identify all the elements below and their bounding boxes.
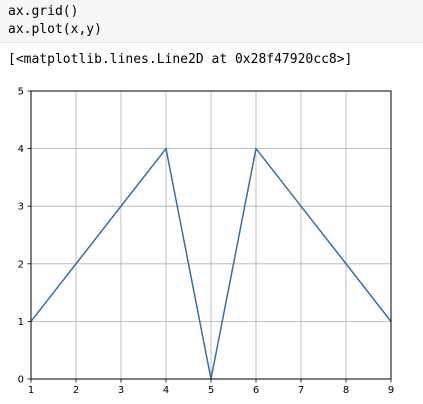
- code-line-grid: ax.grid(): [8, 4, 79, 19]
- y-tick-label: 0: [18, 375, 24, 386]
- x-tick-label: 7: [298, 385, 304, 396]
- x-tick-label: 1: [28, 385, 34, 396]
- x-tick-label: 9: [388, 385, 394, 396]
- code-cell[interactable]: ax.grid() ax.plot(x,y): [0, 0, 423, 43]
- y-tick-label: 2: [18, 259, 24, 270]
- x-tick-label: 6: [253, 385, 259, 396]
- grid-lines: [30, 90, 392, 380]
- x-tick-label: 5: [208, 385, 214, 396]
- x-tick-label: 4: [163, 385, 169, 396]
- y-tick-label: 4: [18, 144, 24, 155]
- x-tick-label: 3: [118, 385, 124, 396]
- y-tick-label: 1: [18, 317, 24, 328]
- y-tick-label: 5: [18, 87, 24, 98]
- code-line-plot: ax.plot(x,y): [8, 22, 102, 37]
- x-tick-label: 2: [73, 385, 79, 396]
- cell-output-text: [<matplotlib.lines.Line2D at 0x28f47920c…: [8, 52, 353, 67]
- y-tick-label: 3: [18, 202, 24, 213]
- x-tick-label: 8: [343, 385, 349, 396]
